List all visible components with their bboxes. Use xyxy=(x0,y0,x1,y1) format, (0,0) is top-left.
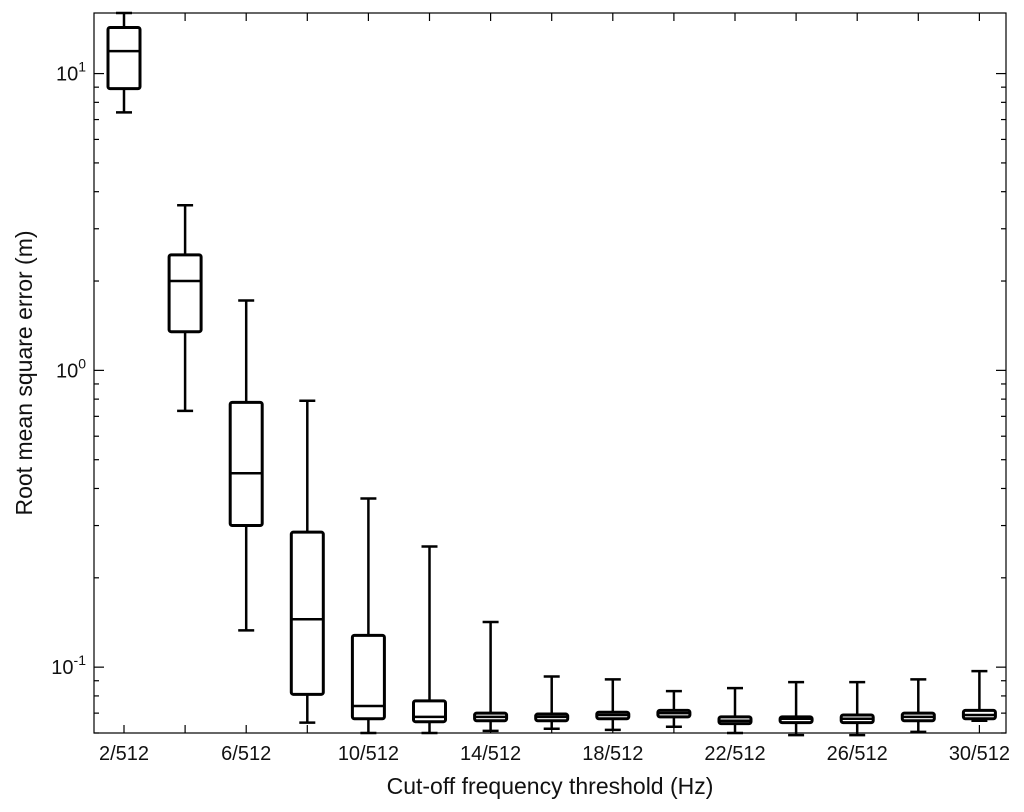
box-series xyxy=(106,11,997,737)
box-plot xyxy=(778,680,814,737)
box-plot xyxy=(228,299,264,632)
box-plot xyxy=(289,399,325,724)
y-tick-label: 101 xyxy=(56,59,86,86)
box-plot xyxy=(167,204,203,413)
x-tick-label: 22/512 xyxy=(704,743,765,765)
x-axis-title: Cut-off frequency threshold (Hz) xyxy=(387,773,714,799)
x-tick-label: 10/512 xyxy=(338,743,399,765)
box-plot xyxy=(412,545,447,735)
y-tick-label: 100 xyxy=(56,355,86,382)
box-plot xyxy=(656,689,692,728)
y-tick-label: 10-1 xyxy=(51,652,86,679)
iqr-box xyxy=(350,633,386,721)
iqr-box xyxy=(412,699,447,724)
iqr-box xyxy=(106,25,142,91)
box-plot xyxy=(106,11,142,114)
box-plot xyxy=(900,678,936,734)
x-tick-label: 14/512 xyxy=(460,743,521,765)
plot-frame xyxy=(93,12,1007,734)
x-tick-label: 26/512 xyxy=(827,743,888,765)
box-plot xyxy=(839,680,875,737)
box-plot xyxy=(534,675,570,731)
x-tick-label: 30/512 xyxy=(949,743,1010,765)
box-plot xyxy=(595,678,631,732)
box-plot xyxy=(473,620,509,733)
box-plot xyxy=(717,686,753,735)
x-axis: 2/512 6/512 10/512 14/512 18/512 22/512 26/512… xyxy=(99,13,1010,765)
y-axis: 10-1 100 101 xyxy=(51,59,1006,734)
box-plot xyxy=(350,497,386,735)
iqr-box xyxy=(167,253,203,334)
x-tick-label: 2/512 xyxy=(99,743,149,765)
y-axis-title: Root mean square error (m) xyxy=(11,230,37,515)
iqr-box xyxy=(289,530,325,696)
x-tick-label: 6/512 xyxy=(221,743,271,765)
x-tick-label: 18/512 xyxy=(582,743,643,765)
iqr-box xyxy=(228,400,264,528)
box-plot xyxy=(961,669,997,722)
